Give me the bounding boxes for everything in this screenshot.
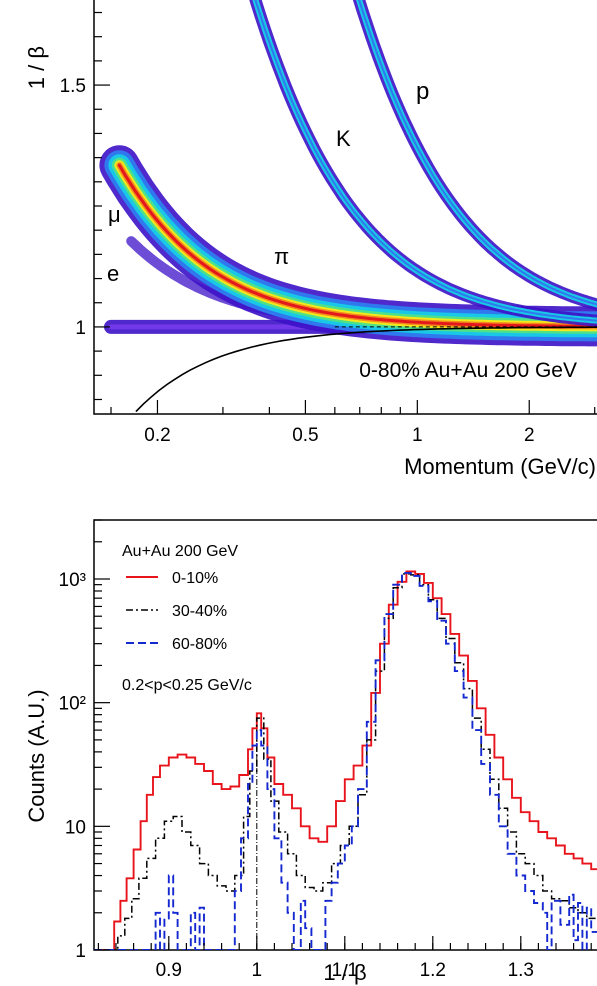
legend: Au+Au 200 GeV 0-10% 30-40% 60-80% (122, 543, 238, 653)
bottom-xtick-label: 1.2 (420, 960, 446, 981)
band-pi (99, 145, 597, 347)
top-heatmap (99, 0, 597, 413)
band-p (352, 0, 597, 311)
bottom-ytick-label: 1 (75, 941, 86, 962)
top-axes: 0.2 0.5 1 2 1 1.5 (60, 11, 596, 446)
label-e: e (107, 261, 119, 286)
top-xtick-label: 0.2 (144, 425, 170, 446)
label-K: K (336, 126, 351, 151)
legend-label-60-80: 60-80% (172, 636, 227, 653)
legend-label-30-40: 30-40% (172, 603, 227, 620)
bottom-ylabel: Counts (A.U.) (24, 689, 49, 822)
label-pi: π (274, 244, 289, 269)
bottom-xtick-label: 1.1 (332, 960, 358, 981)
legend-title: Au+Au 200 GeV (122, 543, 238, 560)
top-ytick-label: 1 (75, 318, 86, 339)
reference-curve (135, 326, 597, 413)
series-0-10% (94, 570, 597, 950)
bottom-ytick-label: 10³ (59, 570, 86, 591)
top-xtick-label: 2 (524, 425, 535, 446)
top-ytick-label: 1.5 (60, 76, 86, 97)
band-pi-layer (117, 163, 597, 328)
top-ylabel: 1 / β (24, 46, 49, 89)
bottom-axes: 0.9 1 1.1 1.2 1.3 1 10 10² 10³ (59, 519, 592, 981)
bottom-ytick-label: 10² (59, 694, 86, 715)
label-mu: μ (108, 202, 121, 227)
bottom-ytick-label: 10 (65, 817, 86, 838)
bottom-xtick-label: 1 (252, 960, 263, 981)
bottom-xlabel: 1 / β (323, 960, 366, 985)
bottom-xtick-label: 1.3 (508, 960, 534, 981)
band-K-layer (254, 0, 597, 322)
series-60-80% (94, 571, 597, 950)
top-annotation: 0-80% Au+Au 200 GeV (359, 359, 577, 382)
bottom-plot-frame (93, 519, 597, 951)
top-xtick-label: 1 (412, 425, 423, 446)
bottom-series (94, 570, 597, 950)
bottom-xtick-label: 0.9 (156, 960, 182, 981)
bottom-panel: 0.9 1 1.1 1.2 1.3 1 10 10² 10³ Counts (A.U.) 1 /… (24, 519, 597, 985)
band-K (249, 0, 597, 327)
top-xlabel: Momentum (GeV/c) (404, 454, 596, 479)
bottom-annotation: 0.2<p<0.25 GeV/c (122, 677, 252, 694)
top-xtick-label: 0.5 (292, 425, 318, 446)
top-panel: 0.2 0.5 1 2 1 1.5 1 / β Momentum (GeV/c) 0-80… (24, 0, 597, 479)
label-p: p (416, 78, 429, 105)
legend-label-0-10: 0-10% (172, 570, 218, 587)
band-p-layer (358, 0, 597, 306)
